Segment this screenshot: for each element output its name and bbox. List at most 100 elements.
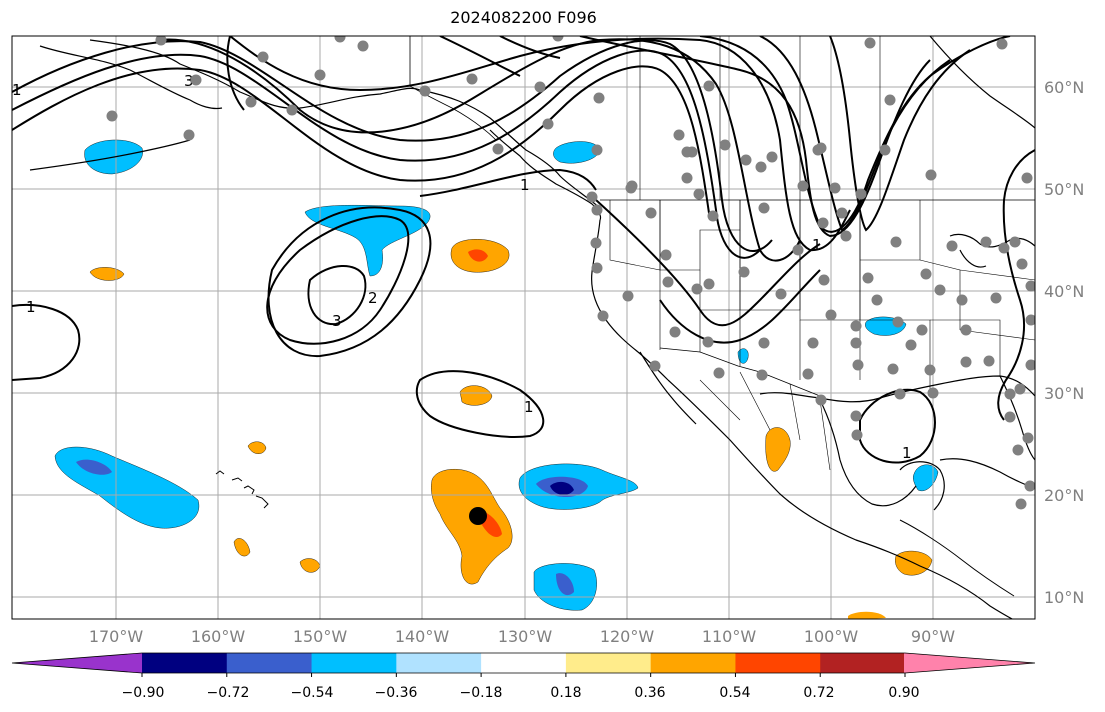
anomaly-patch bbox=[304, 205, 431, 277]
station-marker bbox=[879, 144, 891, 156]
station-marker bbox=[681, 172, 693, 184]
station-marker bbox=[850, 410, 862, 422]
station-marker bbox=[662, 276, 674, 288]
anomaly-patch bbox=[556, 573, 574, 596]
station-marker bbox=[586, 191, 598, 203]
station-marker bbox=[998, 242, 1010, 254]
contour-line bbox=[997, 149, 1035, 421]
contour-line bbox=[229, 36, 851, 252]
station-marker bbox=[850, 320, 862, 332]
station-marker bbox=[996, 38, 1008, 50]
colorbar-tick-label: −0.18 bbox=[460, 685, 503, 701]
storm-center-marker bbox=[469, 507, 487, 525]
station-marker bbox=[812, 144, 824, 156]
great-lakes bbox=[949, 233, 1035, 248]
colorbar-tick-label: −0.36 bbox=[375, 685, 418, 701]
colorbar-segment bbox=[142, 653, 228, 673]
station-marker bbox=[980, 236, 992, 248]
contour-line bbox=[12, 49, 761, 259]
station-marker bbox=[702, 336, 714, 348]
contour-label: 2 bbox=[368, 289, 378, 307]
station-marker bbox=[591, 262, 603, 274]
colorbar-segment bbox=[226, 653, 313, 673]
contour-line bbox=[759, 36, 951, 232]
station-marker bbox=[934, 284, 946, 296]
station-marker bbox=[817, 217, 829, 229]
contour-line bbox=[415, 370, 545, 438]
station-marker bbox=[183, 129, 195, 141]
station-marker bbox=[492, 143, 504, 155]
state-boundary bbox=[659, 270, 801, 380]
colorbar-segment bbox=[311, 653, 397, 673]
station-marker bbox=[286, 104, 298, 116]
contour-label: 1 bbox=[12, 81, 22, 99]
station-marker bbox=[1004, 411, 1016, 423]
yucatan-coast bbox=[899, 461, 945, 511]
station-marker bbox=[1025, 359, 1035, 371]
station-marker bbox=[840, 230, 852, 242]
station-marker bbox=[956, 294, 968, 306]
station-marker bbox=[1024, 480, 1035, 492]
station-marker bbox=[755, 161, 767, 173]
station-marker bbox=[802, 368, 814, 380]
anomaly-patch bbox=[459, 385, 493, 406]
station-marker bbox=[1022, 432, 1034, 444]
colorbar-extend-min bbox=[12, 653, 143, 673]
station-marker bbox=[836, 207, 848, 219]
anomaly-patch bbox=[737, 348, 749, 364]
baja-peninsula bbox=[639, 351, 697, 425]
station-marker bbox=[756, 369, 768, 381]
contour-line bbox=[267, 206, 432, 358]
station-marker bbox=[1012, 444, 1024, 456]
station-marker bbox=[1021, 172, 1033, 184]
station-marker bbox=[851, 429, 863, 441]
station-marker bbox=[419, 85, 431, 97]
contour-line bbox=[595, 199, 821, 327]
station-marker bbox=[852, 359, 864, 371]
station-marker bbox=[850, 337, 862, 349]
anomaly-patch bbox=[233, 538, 251, 557]
mexico-state-boundary bbox=[699, 371, 831, 471]
contour-label: 1 bbox=[812, 236, 822, 254]
station-marker bbox=[707, 210, 719, 222]
alaska-coast bbox=[89, 39, 601, 209]
station-marker bbox=[946, 240, 958, 252]
station-marker bbox=[797, 180, 809, 192]
alaska-canada-border bbox=[409, 36, 497, 141]
colorbar-segment bbox=[565, 653, 652, 673]
station-marker bbox=[920, 268, 932, 280]
station-marker bbox=[703, 278, 715, 290]
colorbar-labels: −0.90 −0.72 −0.54 −0.36 −0.18 0.18 0.36 … bbox=[122, 685, 920, 701]
station-marker bbox=[1025, 314, 1035, 326]
station-marker bbox=[622, 290, 634, 302]
station-marker bbox=[719, 139, 731, 151]
lon-tick-label: 140°W bbox=[395, 627, 450, 646]
central-america-coast bbox=[899, 519, 1015, 597]
station-marker bbox=[925, 169, 937, 181]
lat-tick-label: 60°N bbox=[1044, 78, 1084, 97]
station-marker bbox=[887, 363, 899, 375]
lat-tick-label: 50°N bbox=[1044, 180, 1084, 199]
anomaly-patch bbox=[76, 459, 112, 475]
lon-tick-label: 150°W bbox=[293, 627, 348, 646]
station-marker bbox=[1015, 498, 1027, 510]
lat-tick-label: 40°N bbox=[1044, 282, 1084, 301]
anomaly-patch bbox=[431, 469, 513, 585]
latitude-axis: 60°N 50°N 40°N 30°N 20°N 10°N bbox=[1044, 78, 1084, 607]
station-marker bbox=[597, 310, 609, 322]
station-marker bbox=[155, 36, 167, 46]
station-marker bbox=[1004, 388, 1016, 400]
colorbar-tick-label: −0.90 bbox=[122, 685, 165, 701]
station-marker bbox=[190, 74, 202, 86]
station-marker bbox=[766, 151, 778, 163]
contour-line bbox=[829, 36, 971, 232]
colorbar-segment bbox=[650, 653, 736, 673]
province-boundary bbox=[639, 36, 881, 200]
station-marker bbox=[1009, 236, 1021, 248]
station-marker bbox=[792, 244, 804, 256]
station-marker bbox=[645, 207, 657, 219]
station-marker bbox=[649, 360, 661, 372]
station-marker bbox=[466, 73, 478, 85]
station-marker bbox=[825, 309, 837, 321]
station-marker bbox=[890, 236, 902, 248]
